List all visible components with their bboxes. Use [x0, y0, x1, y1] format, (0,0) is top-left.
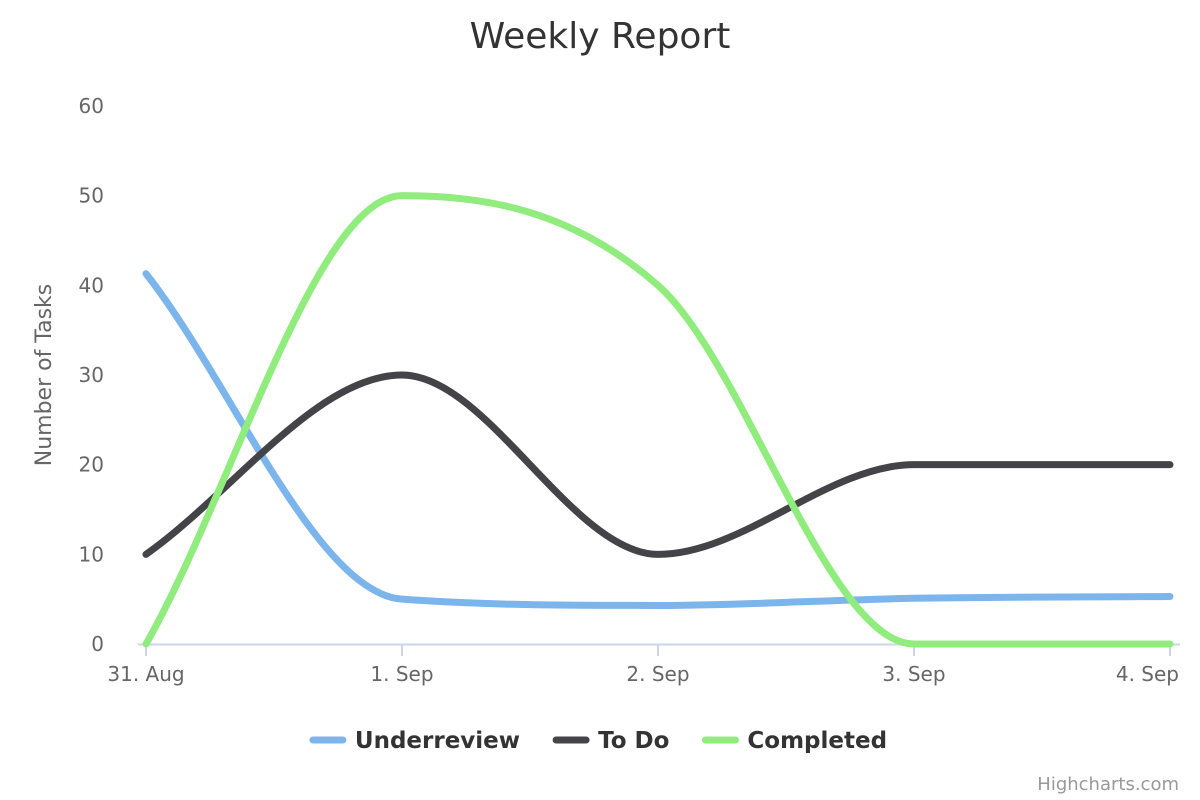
legend-item-completed[interactable]: Completed: [701, 728, 887, 754]
legend-label: Completed: [747, 728, 887, 754]
legend[interactable]: Underreview To Do Completed: [309, 728, 887, 754]
x-tick-label: 31. Aug: [107, 662, 184, 686]
legend-label: Underreview: [355, 728, 520, 754]
x-tick-label: 3. Sep: [882, 662, 945, 686]
y-tick-label: 20: [79, 453, 104, 477]
x-tick-label: 2. Sep: [626, 662, 689, 686]
y-tick-label: 30: [79, 363, 104, 387]
series-line-completed[interactable]: [142, 192, 1174, 648]
y-tick-label: 10: [79, 542, 104, 566]
series-line-to-do[interactable]: [142, 371, 1174, 558]
legend-item-underreview[interactable]: Underreview: [309, 728, 520, 754]
y-tick-label: 50: [79, 184, 104, 208]
credits-link[interactable]: Highcharts.com: [1037, 774, 1179, 795]
legend-item-to-do[interactable]: To Do: [552, 728, 669, 754]
legend-label: To Do: [598, 728, 669, 754]
x-tick-label: 1. Sep: [370, 662, 433, 686]
x-axis: 31. Aug 1. Sep 2. Sep 3. Sep 4. Sep: [107, 643, 1180, 686]
y-axis-ticks: 0 10 20 30 40 50 60: [79, 94, 104, 656]
series-line-underreview[interactable]: [142, 270, 1174, 609]
y-axis-title: Number of Tasks: [32, 284, 57, 467]
x-tick-label: 4. Sep: [1116, 662, 1179, 686]
y-tick-label: 0: [91, 632, 104, 656]
y-tick-label: 60: [79, 94, 104, 118]
chart-title: Weekly Report: [470, 16, 731, 57]
y-tick-label: 40: [79, 273, 104, 297]
series-lines: [142, 192, 1174, 648]
